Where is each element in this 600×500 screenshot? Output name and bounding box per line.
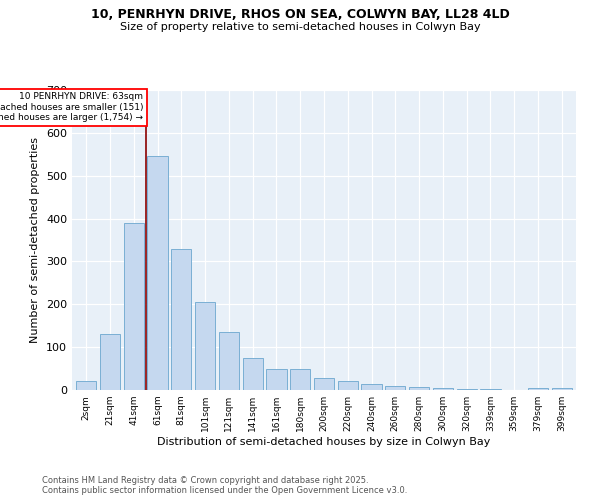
Text: 10, PENRHYN DRIVE, RHOS ON SEA, COLWYN BAY, LL28 4LD: 10, PENRHYN DRIVE, RHOS ON SEA, COLWYN B…	[91, 8, 509, 20]
Text: 10 PENRHYN DRIVE: 63sqm
← 8% of semi-detached houses are smaller (151)
91% of se: 10 PENRHYN DRIVE: 63sqm ← 8% of semi-det…	[0, 92, 143, 122]
Bar	[528, 388, 548, 390]
Y-axis label: Number of semi-detached properties: Number of semi-detached properties	[31, 137, 40, 343]
Text: Contains HM Land Registry data © Crown copyright and database right 2025.
Contai: Contains HM Land Registry data © Crown c…	[42, 476, 407, 495]
Bar	[171, 248, 191, 390]
Bar	[314, 378, 334, 390]
X-axis label: Distribution of semi-detached houses by size in Colwyn Bay: Distribution of semi-detached houses by …	[157, 437, 491, 447]
Bar	[76, 382, 97, 390]
Bar	[433, 388, 453, 390]
Bar	[457, 389, 477, 390]
Text: Size of property relative to semi-detached houses in Colwyn Bay: Size of property relative to semi-detach…	[119, 22, 481, 32]
Bar	[100, 334, 120, 390]
Bar	[409, 386, 429, 390]
Bar	[481, 389, 500, 390]
Bar	[338, 382, 358, 390]
Bar	[266, 368, 287, 390]
Bar	[124, 223, 144, 390]
Bar	[385, 386, 406, 390]
Bar	[242, 358, 263, 390]
Bar	[361, 384, 382, 390]
Bar	[551, 388, 572, 390]
Bar	[290, 368, 310, 390]
Bar	[219, 332, 239, 390]
Bar	[195, 302, 215, 390]
Bar	[148, 156, 167, 390]
